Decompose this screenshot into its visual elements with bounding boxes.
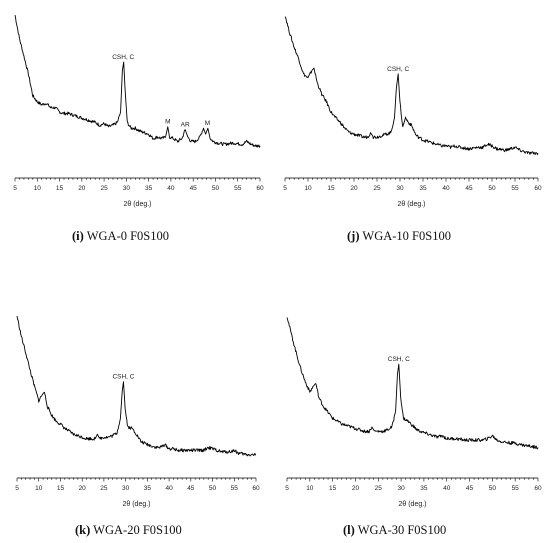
peak-annotation: CSH, C [112,54,134,61]
x-axis-label: 2θ (deg.) [123,201,151,208]
x-tick-label: 30 [123,185,131,192]
x-tick-label: 25 [373,185,381,192]
caption-text: WGA-30 F0S100 [355,523,446,537]
x-tick-label: 30 [397,485,405,492]
x-tick-label: 25 [100,485,108,492]
x-tick-label: 20 [79,485,87,492]
x-tick-label: 40 [443,485,451,492]
panel-caption: (j) WGA-10 F0S100 [347,229,451,243]
x-tick-label: 35 [144,485,152,492]
x-tick-label: 5 [13,185,17,192]
caption-text: WGA-0 F0S100 [84,229,169,243]
xrd-panel-i: 5 10 15 20 25 30 35 40 45 50 55 60 2θ (deg.) CSH, C M A… [13,14,264,243]
xrd-panel-l: 5 10 15 20 25 30 35 40 45 50 55 60 2θ (deg.) CSH, C (l… [285,317,542,537]
x-tick-label: 50 [488,185,496,192]
x-tick-label: 5 [283,185,287,192]
x-axis-label: 2θ (deg.) [122,501,150,508]
x-tick-label: 50 [212,185,220,192]
x-tick-label: 45 [466,485,474,492]
caption-text: WGA-10 F0S100 [360,229,451,243]
x-tick-label: 60 [256,185,264,192]
x-tick-label: 15 [56,185,64,192]
xrd-panel-k: 5 10 15 20 25 30 35 40 45 50 55 60 2θ (deg.) CSH, C (k… [15,315,260,537]
x-tick-label: 60 [534,185,542,192]
x-tick-label: 30 [122,485,130,492]
x-tick-label: 30 [396,185,404,192]
peak-annotation: CSH, C [387,66,409,73]
x-tick-label: 45 [465,185,473,192]
x-tick-label: 10 [35,485,43,492]
x-tick-label: 15 [327,185,335,192]
panel-caption: (l) WGA-30 F0S100 [343,523,446,537]
x-tick-label: 60 [252,485,260,492]
x-tick-label: 50 [489,485,497,492]
x-tick-label: 55 [231,485,239,492]
caption-letter: (j) [347,229,360,243]
panel-caption: (i) WGA-0 F0S100 [72,229,169,243]
xrd-pattern-line [14,14,261,148]
x-tick-label: 15 [329,485,337,492]
x-tick-label: 10 [306,485,314,492]
x-tick-label: 20 [350,185,358,192]
peak-annotation: AR [181,122,190,129]
x-tick-label: 25 [100,185,108,192]
x-tick-label: 50 [209,485,217,492]
x-axis-label: 2θ (deg.) [398,501,426,508]
xrd-pattern-line [284,16,539,156]
x-tick-label: 35 [419,185,427,192]
xrd-pattern-line [286,317,539,450]
x-tick-label: 5 [285,485,289,492]
x-tick-label: 25 [375,485,383,492]
x-tick-label: 20 [78,185,86,192]
caption-letter: (l) [343,523,355,537]
x-tick-label: 55 [512,485,520,492]
xrd-pattern-line [16,315,257,457]
x-tick-label: 10 [304,185,312,192]
x-tick-label: 10 [34,185,42,192]
x-tick-label: 20 [352,485,360,492]
peak-annotation: M [165,119,170,126]
x-tick-label: 55 [511,185,519,192]
x-tick-label: 35 [420,485,428,492]
caption-letter: (k) [75,523,90,537]
x-tick-label: 40 [167,185,175,192]
panel-caption: (k) WGA-20 F0S100 [75,523,182,537]
x-tick-label: 40 [442,185,450,192]
x-tick-label: 45 [187,485,195,492]
peak-annotation: CSH, C [112,374,134,381]
x-tick-label: 55 [234,185,242,192]
caption-letter: (i) [72,229,84,243]
peak-annotation: M [205,120,210,127]
x-axis-label: 2θ (deg.) [397,201,425,208]
x-tick-label: 35 [145,185,153,192]
x-tick-label: 40 [165,485,173,492]
xrd-panel-j: 5 10 15 20 25 30 35 40 45 50 55 60 2θ (deg.) CSH, C (j… [283,16,542,243]
x-tick-label: 5 [15,485,19,492]
x-tick-label: 60 [534,485,542,492]
peak-annotation: CSH, C [388,356,410,363]
x-tick-label: 15 [57,485,65,492]
caption-text: WGA-20 F0S100 [90,523,181,537]
x-tick-label: 45 [190,185,198,192]
